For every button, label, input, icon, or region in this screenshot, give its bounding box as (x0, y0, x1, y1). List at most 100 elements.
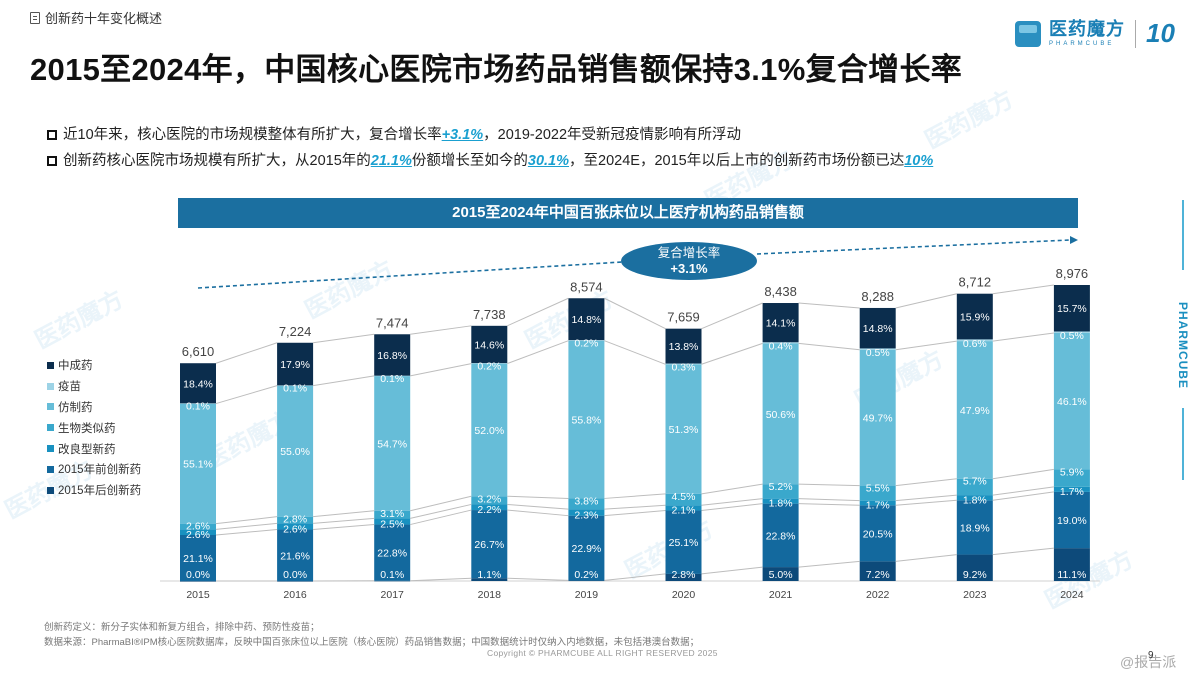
anniversary-badge: 10 (1146, 18, 1175, 48)
legend-label: 2015年前创新药 (58, 464, 142, 477)
bar-segment (1053, 332, 1090, 470)
data-label: 15.9% (960, 312, 990, 324)
bar-segment (859, 307, 896, 349)
legend-label: 疫苗 (58, 381, 81, 394)
bar-segment (568, 498, 605, 510)
bar-segment (374, 510, 411, 519)
x-tick-label: 2018 (478, 589, 502, 601)
bar-segment (180, 403, 216, 524)
bar-segment (956, 339, 993, 342)
brand-logo: 医药魔方 PHARMCUBE 10 (1015, 18, 1175, 49)
bar-segment (277, 385, 314, 387)
bar-segment (471, 325, 508, 364)
data-label: 0.1% (186, 401, 210, 413)
x-tick-label: 2023 (963, 589, 987, 601)
bar-segment (180, 529, 216, 536)
data-label: 1.7% (866, 499, 890, 511)
legend-item: 仿制药 (47, 397, 141, 418)
data-label: 0.5% (1060, 330, 1084, 342)
bar-segment (762, 503, 799, 568)
data-label: 3.2% (477, 493, 501, 505)
cagr-trend-line (756, 239, 1071, 255)
connector-line (410, 363, 472, 377)
total-label: 7,738 (473, 307, 506, 322)
bar-segment (956, 500, 993, 555)
data-label: 0.0% (186, 569, 210, 581)
total-label: 8,574 (570, 279, 603, 294)
data-label: 2.3% (574, 510, 598, 522)
bar-segment (665, 363, 702, 365)
logo-divider (1135, 19, 1136, 48)
data-label: 52.0% (474, 425, 504, 437)
bar-segment (762, 567, 799, 581)
bar-segment (568, 509, 605, 516)
bar-segment (471, 510, 508, 579)
connector-line (604, 510, 666, 517)
bar-segment (374, 580, 411, 582)
connector-line (701, 566, 763, 575)
connector-line (895, 499, 957, 506)
connector-line (507, 297, 569, 327)
connector-line (604, 340, 666, 365)
data-label: 2.6% (186, 529, 210, 541)
bar-segment (568, 340, 605, 341)
bar-segment (859, 485, 896, 501)
data-label: 3.8% (574, 495, 598, 507)
data-label: 22.9% (572, 543, 602, 555)
legend-swatch (47, 424, 54, 432)
connector-line (798, 498, 860, 502)
connector-line (701, 498, 763, 506)
bar-segment (859, 349, 896, 486)
footnote-definition: 创新药定义：新分子实体和新复方组合，排除中药、预防性疫苗； (44, 622, 320, 633)
x-tick-label: 2021 (769, 589, 793, 601)
bar-segment (1053, 486, 1090, 492)
data-label: 5.0% (769, 569, 793, 581)
bar-segment (277, 581, 314, 582)
connector-line (798, 503, 860, 506)
connector-line (215, 342, 278, 364)
total-label: 8,438 (764, 284, 797, 299)
connector-line (701, 342, 763, 365)
side-brand: PHARMCUBE (1176, 200, 1190, 490)
bar-segment (665, 493, 702, 506)
data-label: 1.8% (769, 498, 793, 510)
bar-segment (471, 578, 508, 581)
connector-line (798, 342, 860, 351)
bar-segment (859, 505, 896, 562)
data-label: 2.8% (672, 569, 696, 581)
legend-item: 疫苗 (47, 376, 141, 397)
data-label: 14.8% (863, 323, 893, 335)
bar-segment (956, 293, 993, 340)
x-tick-label: 2016 (283, 589, 307, 601)
connector-line (215, 529, 278, 536)
data-label: 0.0% (283, 569, 307, 581)
bar-segment (277, 529, 314, 581)
bar-segment (374, 518, 411, 525)
cagr-arrow-icon (1070, 236, 1078, 244)
x-tick-label: 2019 (575, 589, 599, 601)
data-label: 0.1% (380, 569, 404, 581)
connector-line (313, 517, 375, 524)
connector-line (507, 340, 569, 365)
x-tick-label: 2024 (1060, 589, 1084, 601)
total-label: 6,610 (182, 344, 215, 359)
connector-line (604, 297, 666, 330)
connector-line (410, 577, 472, 582)
data-label: 5.9% (1060, 466, 1084, 478)
bar-segment (568, 340, 605, 499)
total-label: 8,712 (959, 275, 992, 290)
summary-bullets: 近10年来，核心医院的市场规模整体有所扩大，复合增长率 +3.1% ，2019-… (47, 122, 933, 174)
data-label: 14.6% (474, 339, 504, 351)
data-label: 4.5% (672, 491, 696, 503)
chart-legend: 中成药 疫苗 仿制药 生物类似药 改良型新药 2015年前创新药 2015年后创新药 (47, 355, 141, 501)
data-label: 22.8% (377, 548, 407, 560)
data-label: 18.4% (183, 378, 213, 390)
bar-segment (665, 573, 702, 581)
x-tick-label: 2017 (381, 589, 405, 601)
bar-segment (277, 342, 314, 386)
bar-segment (277, 385, 314, 517)
connector-line (215, 385, 278, 405)
connector-line (313, 375, 375, 387)
bar-segment (665, 510, 702, 574)
data-label: 21.1% (183, 553, 213, 565)
